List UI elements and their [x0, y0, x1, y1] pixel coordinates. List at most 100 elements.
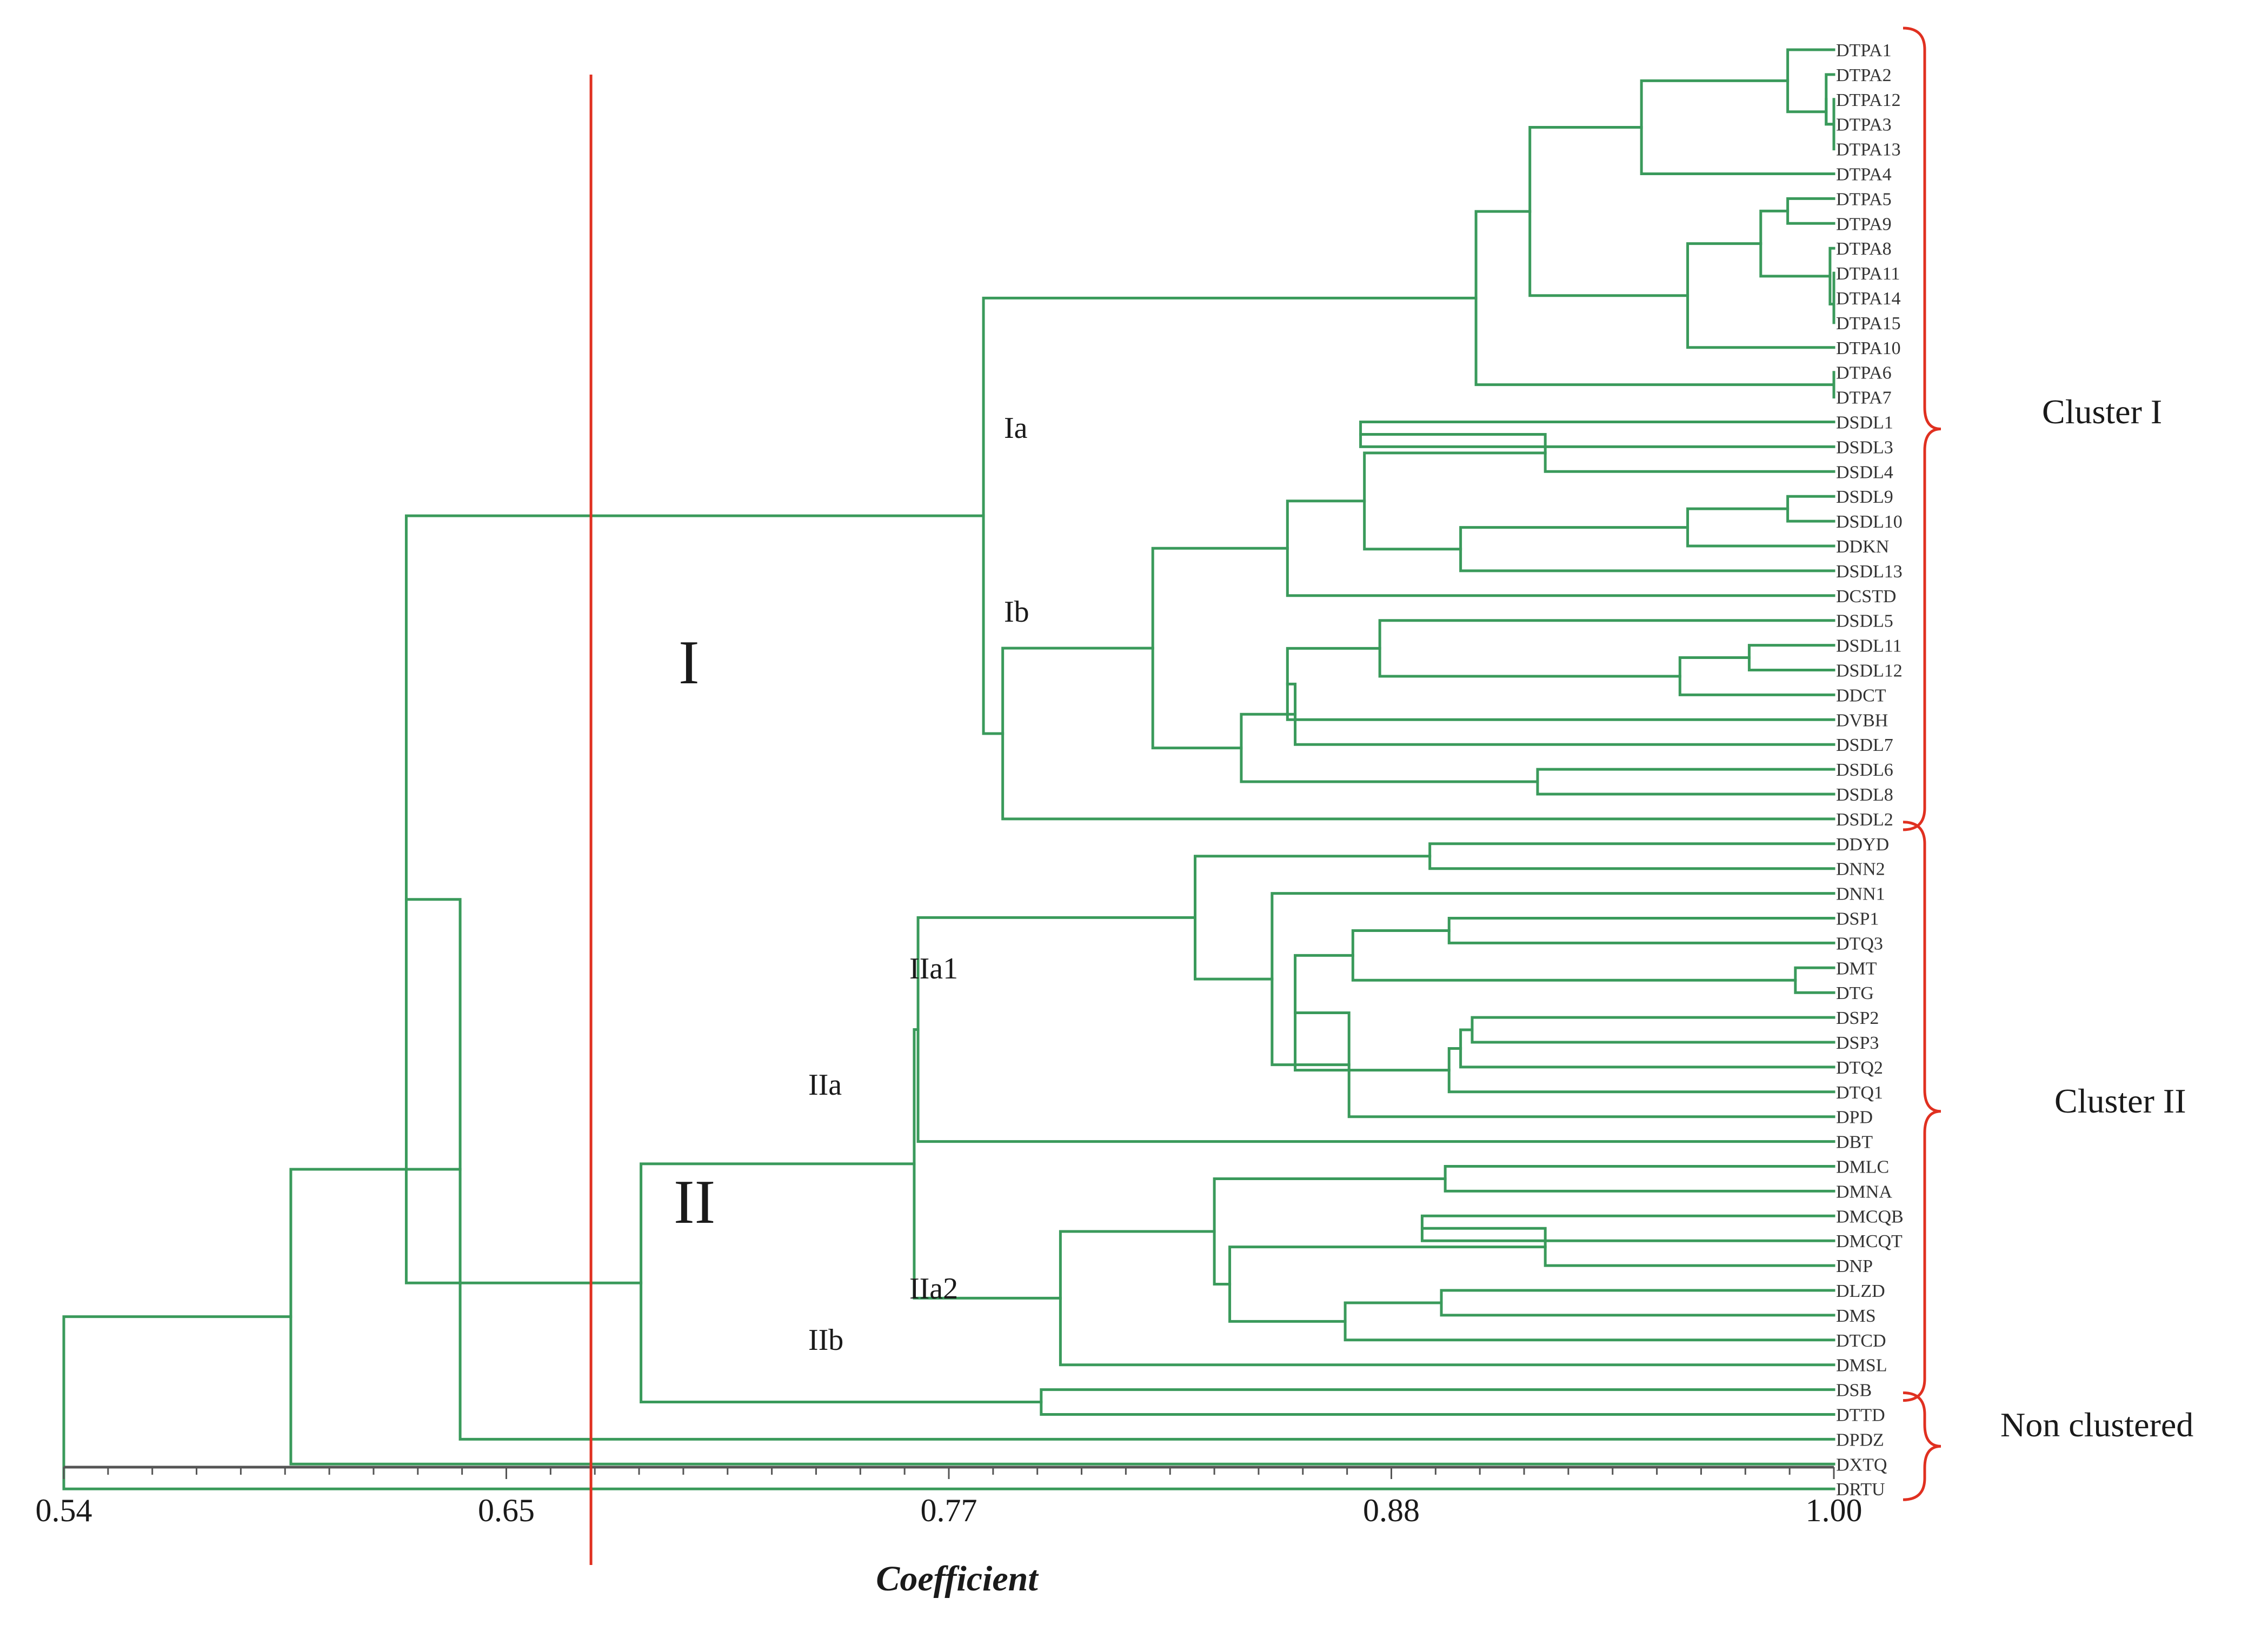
dendrogram-link-18	[1459, 526, 1835, 572]
dendrogram-link-33	[1447, 917, 1835, 944]
leaf-label: DVBH	[1836, 710, 1888, 730]
dendrogram-link-21	[1747, 644, 1835, 671]
leaf-label: DSDL11	[1836, 636, 1902, 656]
leaf-label: DRTU	[1836, 1480, 1885, 1500]
dendrogram-link-34	[1351, 929, 1797, 982]
node-label-ia: Ia	[1004, 411, 1028, 445]
dendrogram-link-37	[1447, 1047, 1835, 1094]
x-tick-label: 0.65	[478, 1493, 535, 1528]
cluster-brace-2	[1903, 821, 1941, 1402]
leaf-label: DSP1	[1836, 909, 1879, 929]
dendrogram-link-24	[1286, 647, 1835, 721]
leaf-label: DTPA2	[1836, 65, 1892, 85]
dendrogram-link-48	[1228, 1246, 1547, 1323]
node-label-ib: Ib	[1004, 595, 1029, 629]
dendrogram-link-9	[1759, 209, 1832, 278]
leaf-label: DTPA12	[1836, 90, 1901, 110]
leaf-label: DSDL2	[1836, 810, 1893, 830]
dendrogram-link-30	[982, 296, 1478, 735]
dendrogram-link-43	[1444, 1165, 1835, 1193]
leaf-label: DTPA13	[1836, 140, 1901, 160]
dendrogram-link-57	[62, 1315, 1835, 1490]
leaf-label: DTQ2	[1836, 1058, 1883, 1078]
leaf-label: DNN1	[1836, 884, 1885, 904]
dendrogram-link-28	[1151, 547, 1289, 750]
leaf-label: DSB	[1836, 1381, 1872, 1401]
leaf-label: DTPA3	[1836, 115, 1892, 135]
dendrogram-link-35	[1471, 1016, 1835, 1044]
leaf-label: DTPA8	[1836, 239, 1892, 259]
cluster-label-1: Cluster I	[2042, 392, 2162, 431]
leaf-label: DPD	[1836, 1108, 1873, 1128]
leaf-label: DSDL9	[1836, 487, 1893, 507]
leaf-label: DDYD	[1836, 835, 1889, 855]
x-axis-title: Coefficient	[876, 1559, 1039, 1599]
leaf-label: DXTQ	[1836, 1455, 1887, 1475]
dendrogram-link-14	[1786, 495, 1835, 523]
dendrogram-link-19	[1363, 451, 1547, 551]
leaf-label: DTTD	[1836, 1406, 1885, 1426]
dendrogram-link-39	[1294, 1011, 1835, 1118]
dendrogram-link-25	[1286, 682, 1835, 746]
cluster-label-2: Cluster II	[2054, 1082, 2186, 1120]
leaf-label: DTQ1	[1836, 1083, 1883, 1103]
leaf-label: DMCQB	[1836, 1207, 1904, 1227]
dendrogram-link-10	[1640, 79, 1835, 175]
leaf-label: DSDL4	[1836, 462, 1893, 482]
leaf-labels: DTPA1 DTPA2 DTPA12 DTPA3 DTPA13 DTPA4 DTPA5 DTP…	[1836, 41, 1904, 1500]
dendrogram-link-46	[1440, 1289, 1835, 1317]
dendrogram-link-15	[1686, 507, 1835, 548]
leaf-label: DTCD	[1836, 1331, 1886, 1351]
leaf-label: DSDL13	[1836, 562, 1903, 582]
leaf-label: DPDZ	[1836, 1430, 1884, 1450]
leaf-label: DSDL3	[1836, 437, 1893, 457]
dendrogram-link-42	[916, 916, 1835, 1143]
leaf-label: DMNA	[1836, 1182, 1892, 1202]
cluster-label-3: Non clustered	[2000, 1406, 2193, 1444]
dendrogram-link-41	[1194, 855, 1432, 981]
dendrogram-link-8	[1786, 197, 1835, 225]
leaf-label: DSDL7	[1836, 735, 1893, 755]
leaf-label: DSDL12	[1836, 661, 1903, 681]
leaf-label: DDCT	[1836, 685, 1886, 705]
x-tick-label: 0.88	[1363, 1493, 1420, 1528]
leaf-label: DCSTD	[1836, 587, 1896, 607]
dendrogram-link-36	[1459, 1028, 1835, 1069]
leaf-label: DSP2	[1836, 1008, 1879, 1028]
x-tick-label: 0.54	[36, 1493, 92, 1528]
leaf-label: DMLC	[1836, 1157, 1889, 1177]
dendrogram-link-50	[1059, 1230, 1835, 1367]
leaf-label: DTPA9	[1836, 214, 1892, 234]
leaf-label: DSDL10	[1836, 512, 1903, 532]
dendrogram-branches	[62, 48, 1835, 1490]
leaf-label: DTPA7	[1836, 388, 1892, 408]
leaf-label: DLZD	[1836, 1281, 1885, 1301]
leaf-label: DMT	[1836, 958, 1877, 978]
dendrogram-link-23	[1378, 619, 1835, 678]
cluster-brace-1	[1903, 26, 1941, 831]
leaf-label: DSDL8	[1836, 785, 1893, 805]
x-tick-label: 0.77	[921, 1493, 977, 1528]
leaf-label: DSDL5	[1836, 611, 1893, 631]
dendrogram-link-32	[1794, 966, 1835, 994]
x-axis: 0.54 0.65 0.77 0.88 1.00 Coefficient	[36, 1466, 1863, 1599]
leaf-label: DNN2	[1836, 860, 1885, 880]
dendrogram-link-51	[913, 1028, 1062, 1300]
leaf-label: DSDL6	[1836, 760, 1893, 780]
node-label-ii: II	[674, 1168, 715, 1237]
dendrogram-link-49	[1213, 1177, 1447, 1286]
leaf-label: DTPA4	[1836, 165, 1892, 185]
x-axis-tick-labels: 0.54 0.65 0.77 0.88 1.00	[36, 1493, 1863, 1528]
leaf-label: DTG	[1836, 983, 1874, 1003]
leaf-label: DTPA10	[1836, 338, 1901, 358]
leaf-label: DBT	[1836, 1133, 1873, 1153]
dendrogram-link-31	[1428, 842, 1835, 870]
node-label-iia1: IIa1	[909, 952, 958, 985]
leaf-label: DTPA6	[1836, 363, 1892, 383]
leaf-label: DTPA15	[1836, 314, 1901, 334]
dendrogram-link-22	[1678, 656, 1835, 696]
dendrogram-link-56	[289, 1168, 1835, 1466]
leaf-label: DTPA1	[1836, 41, 1892, 61]
leaf-label: DTQ3	[1836, 934, 1883, 954]
